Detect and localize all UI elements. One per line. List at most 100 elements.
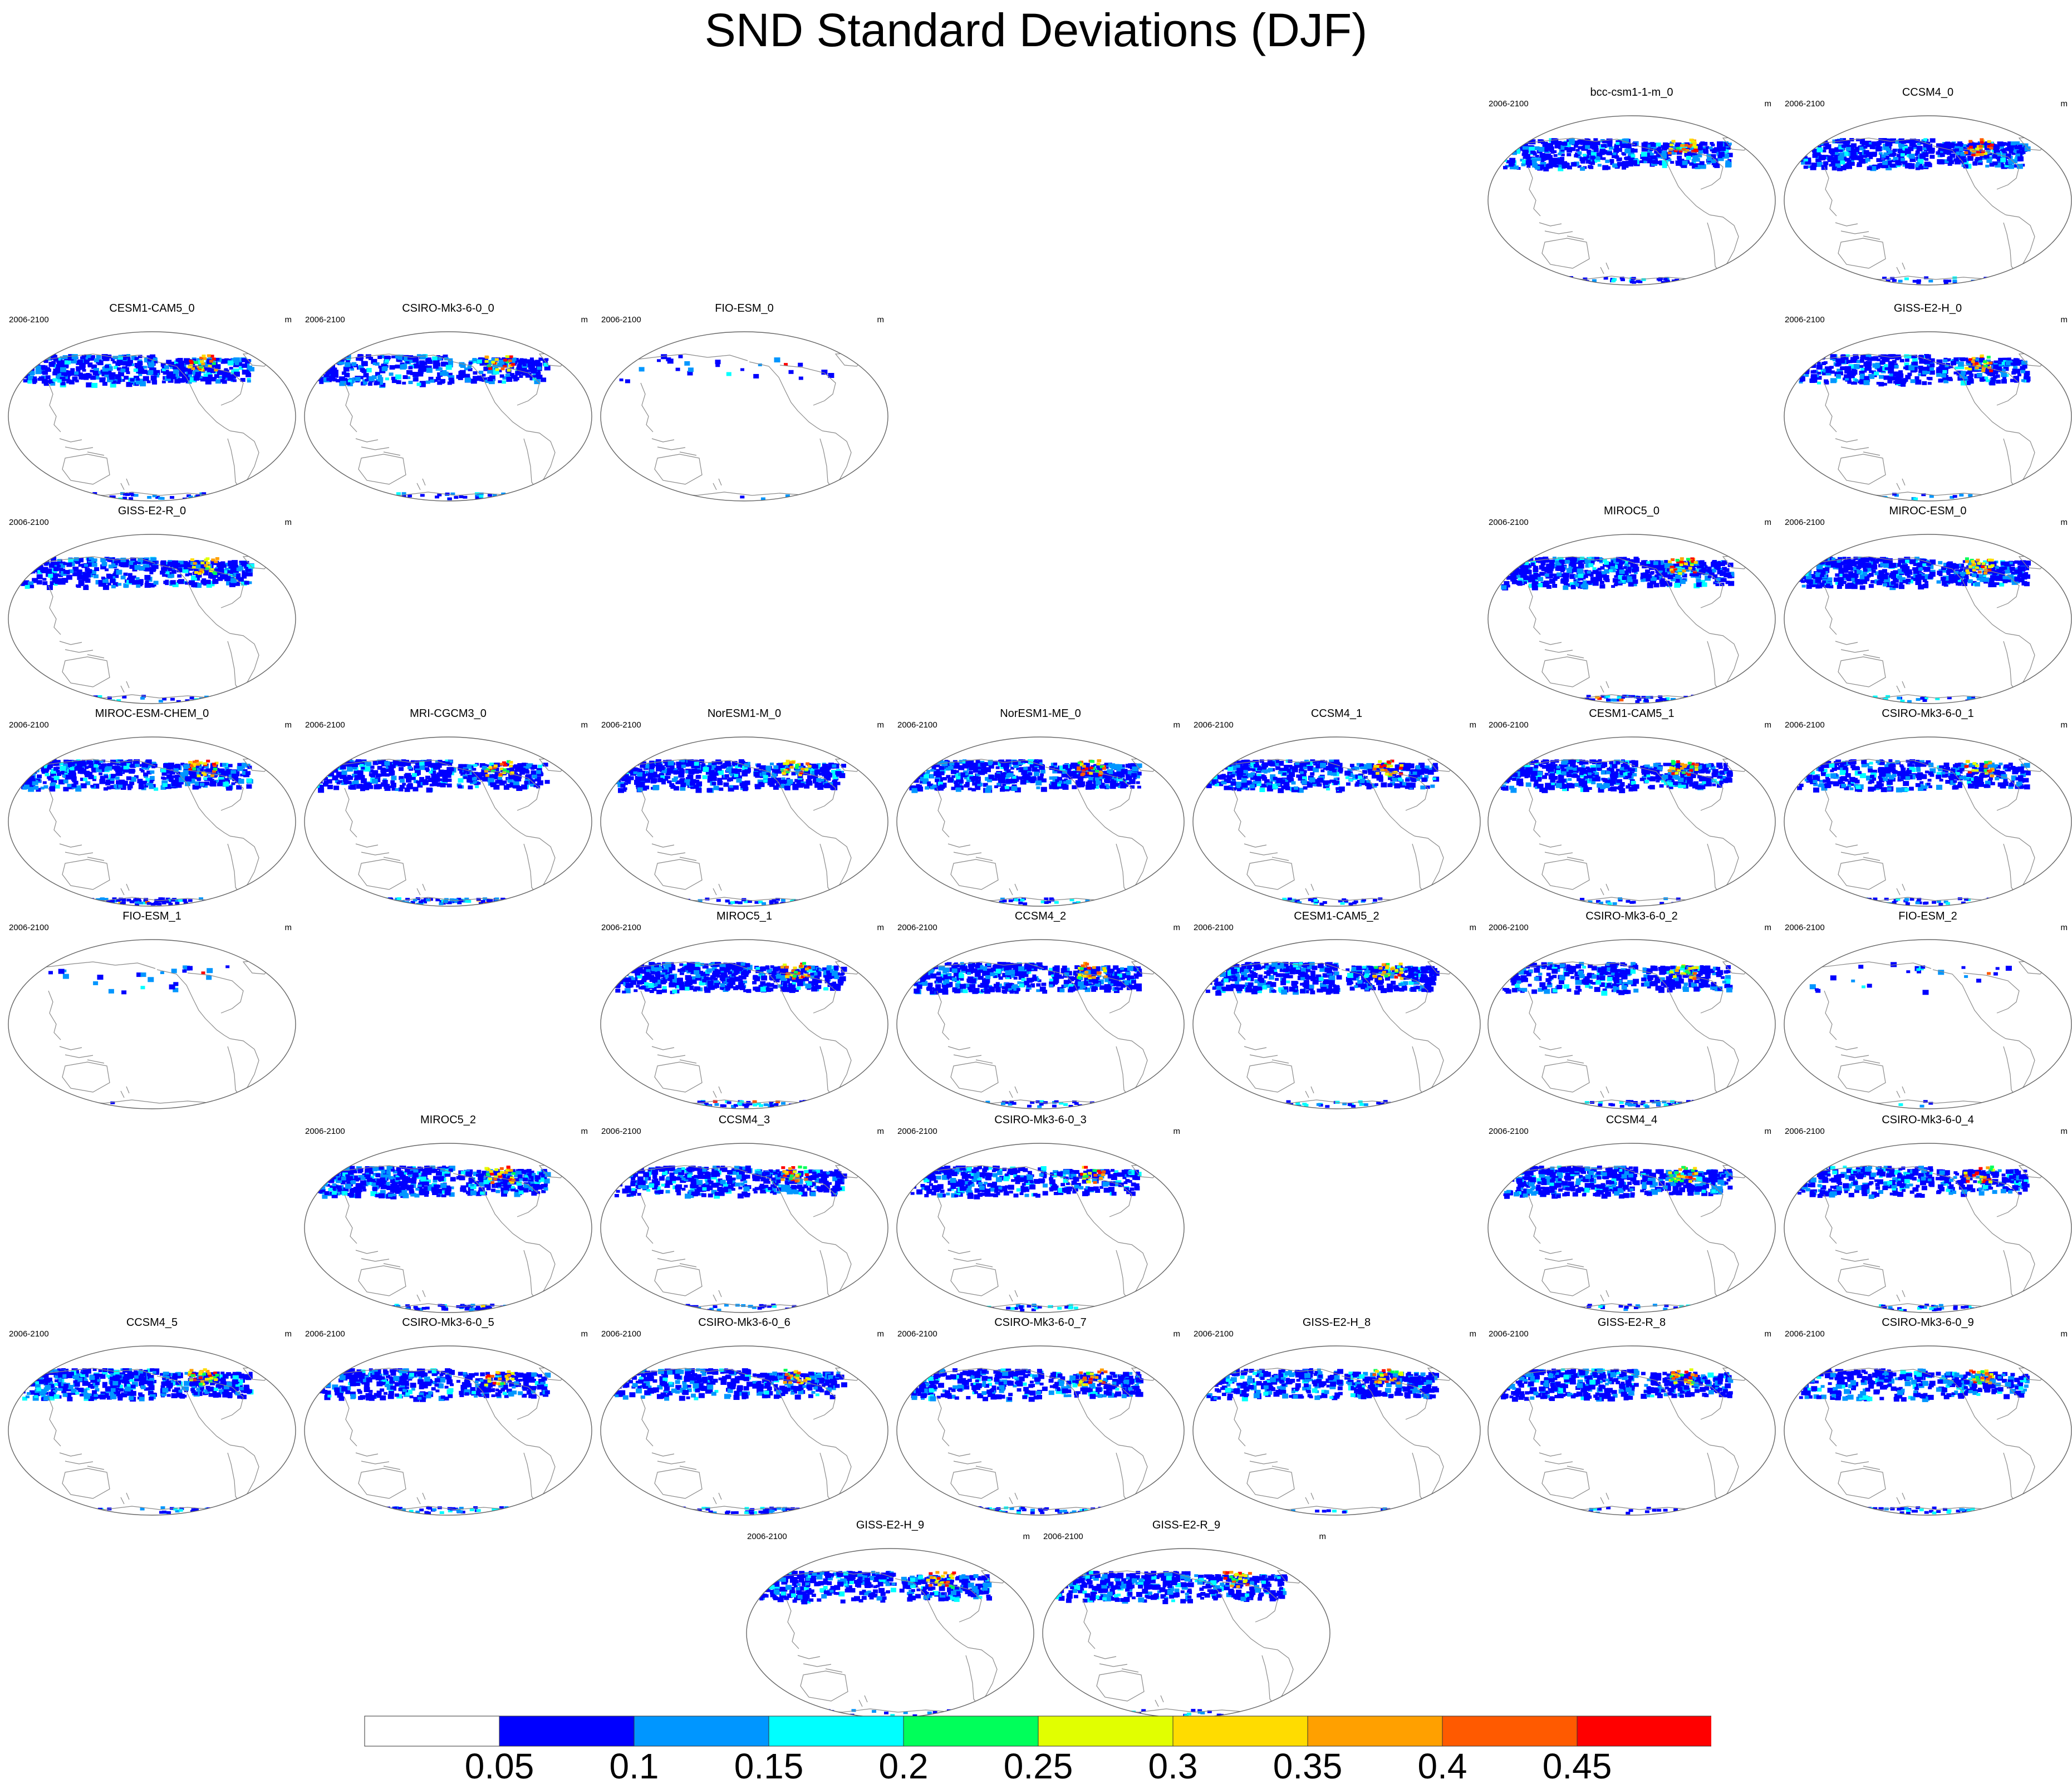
snow-cell [1915, 379, 1922, 385]
snow-cell [371, 358, 377, 364]
snow-cell [1799, 377, 1805, 382]
snow-cell [1851, 584, 1858, 589]
snow-cell [1813, 370, 1817, 373]
snow-cell [173, 365, 178, 370]
snow-cell [1569, 140, 1575, 145]
snow-cell [148, 357, 152, 360]
snow-cell [123, 572, 128, 576]
snow-cell [1965, 151, 1971, 156]
snow-cell [1700, 571, 1705, 575]
snow-cell [100, 558, 106, 562]
snow-cell [559, 496, 564, 499]
snow-cell [189, 361, 194, 364]
snow-cell [534, 374, 539, 378]
snow-cell [1838, 583, 1842, 586]
snow-cell [1853, 557, 1858, 561]
snow-cell [1839, 358, 1845, 363]
snow-cell [1731, 699, 1735, 702]
snow-cell [1947, 162, 1952, 166]
snow-cell [325, 355, 331, 360]
snow-cell [1680, 579, 1686, 584]
snow-cell [1539, 700, 1544, 703]
snow-cell [1961, 579, 1966, 583]
snow-cell [1918, 370, 1923, 373]
snow-cell [1551, 138, 1557, 143]
snow-cell [192, 358, 197, 362]
snow-cell [1892, 360, 1897, 363]
snow-cell [479, 492, 484, 495]
snow-cell [132, 576, 136, 578]
coastline [834, 352, 864, 367]
snow-cell [97, 360, 104, 366]
snow-cell [63, 571, 67, 574]
snow-cell [1965, 158, 1969, 162]
snow-cell [71, 358, 77, 364]
snow-cell [1564, 147, 1569, 151]
snow-cell [253, 697, 258, 701]
snow-cell [48, 379, 54, 384]
snow-cell [1592, 279, 1597, 282]
snow-cell [1801, 376, 1805, 379]
snow-cell [1549, 578, 1555, 584]
snow-cell [209, 573, 216, 579]
snow-cell [1979, 358, 1985, 363]
map-svg [8, 534, 296, 704]
snow-cell [1632, 582, 1637, 587]
snow-cell [350, 367, 355, 371]
snow-cell [189, 580, 195, 586]
snow-cell [1523, 142, 1528, 147]
snow-cell [110, 578, 116, 583]
snow-cell [1512, 151, 1517, 155]
snow-cell [1898, 558, 1904, 563]
snow-cell [2019, 278, 2024, 281]
snow-cell [758, 363, 762, 366]
snow-cell [142, 559, 149, 564]
snow-cell [1945, 364, 1949, 367]
snow-cell [1902, 145, 1908, 150]
snow-cell [171, 375, 177, 380]
snow-cell [1622, 576, 1627, 580]
snow-cell [1854, 146, 1859, 150]
snow-cell [32, 356, 38, 361]
snow-cell [1884, 155, 1889, 160]
snow-cell [1829, 557, 1833, 560]
snow-cell [1901, 158, 1906, 161]
snow-cell [1537, 695, 1542, 699]
snow-cell [1824, 571, 1828, 574]
snow-cell [433, 360, 439, 365]
snow-cell [1975, 148, 1980, 151]
snow-cell [1708, 146, 1713, 150]
snow-cell [2001, 149, 2006, 153]
snow-cell [1522, 146, 1529, 151]
snow-cell [1677, 155, 1682, 160]
snow-cell [1894, 365, 1899, 368]
snow-cell [235, 577, 240, 580]
snow-cell [1712, 560, 1717, 563]
snow-cell [1551, 559, 1555, 563]
snow-cell [179, 371, 185, 377]
snow-cell [133, 368, 138, 372]
snow-cell [1807, 557, 1813, 561]
snow-cell [1995, 162, 2001, 168]
snow-cell [91, 562, 97, 567]
snow-cell [2005, 360, 2012, 366]
snow-cell [166, 373, 173, 379]
snow-cell [1998, 567, 2004, 572]
snow-cell [1981, 565, 1985, 568]
snow-cell [1689, 573, 1693, 576]
snow-cell [465, 373, 470, 378]
snow-cell [2017, 561, 2023, 566]
snow-cell [1815, 578, 1821, 583]
coastline [1600, 681, 1609, 693]
snow-cell [1798, 362, 1804, 367]
snow-cell [23, 557, 30, 563]
snow-cell [1981, 365, 1986, 368]
snow-cell [477, 359, 482, 363]
snow-cell [1924, 581, 1928, 584]
snow-cell [1506, 160, 1511, 164]
snow-cell [224, 567, 229, 571]
snow-cell [1656, 571, 1663, 577]
snow-cell [1564, 142, 1571, 148]
snow-cell [149, 583, 155, 588]
coastline [523, 430, 556, 490]
